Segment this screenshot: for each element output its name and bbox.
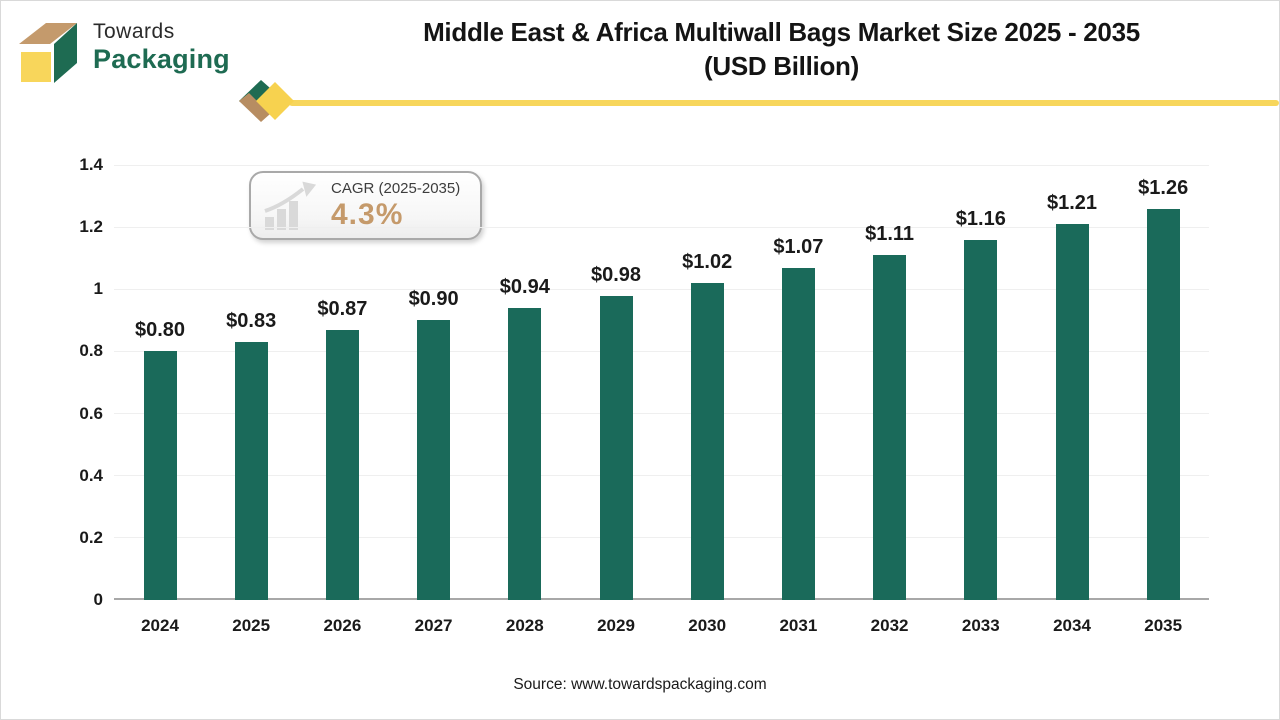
bar-value-label: $0.90 [408, 288, 459, 311]
x-axis-tick-label: 2024 [141, 616, 179, 635]
bar-2033 [964, 239, 998, 600]
brand-logo: Towards Packaging [13, 11, 230, 83]
bar-value-label: $1.21 [1046, 192, 1098, 215]
bar-2027 [417, 320, 451, 600]
gridline [114, 537, 1209, 539]
bar-value-label: $0.98 [590, 263, 642, 286]
cagr-text: CAGR (2025-2035) 4.3% [331, 181, 460, 230]
x-axis-tick-label: 2030 [688, 616, 727, 635]
y-axis-tick-label: 0.4 [79, 465, 103, 485]
cagr-value: 4.3% [331, 198, 404, 231]
bar-2035 [1146, 208, 1180, 600]
bar-2030 [690, 283, 724, 600]
bar-value-label: $1.02 [682, 251, 733, 274]
bar-value-label: $0.87 [317, 297, 368, 320]
x-axis-tick-label: 2035 [1144, 616, 1183, 635]
x-axis-tick-label: 2025 [232, 616, 271, 635]
y-axis-tick-label: 1.2 [79, 217, 103, 237]
y-axis-tick-label: 0.8 [79, 341, 103, 361]
y-axis-tick-label: 0.6 [79, 403, 103, 423]
bar-value-label: $0.83 [226, 310, 277, 333]
cagr-label: CAGR (2025-2035) [331, 180, 461, 197]
bar-value-label: $1.16 [955, 207, 1006, 230]
y-axis-tick-label: 1 [93, 279, 103, 299]
chart-title: Middle East & Africa Multiwall Bags Mark… [296, 15, 1267, 83]
x-axis-tick-label: 2029 [597, 616, 635, 635]
bar-value-label: $0.80 [134, 319, 186, 342]
growth-chart-icon [264, 181, 317, 230]
logo-text: Towards Packaging [93, 11, 230, 73]
cagr-badge: CAGR (2025-2035) 4.3% [249, 171, 482, 240]
gridline [114, 413, 1209, 415]
bar-value-label: $0.94 [499, 275, 550, 298]
bar-2034 [1055, 224, 1089, 600]
bar-2024 [143, 351, 177, 600]
x-axis-tick-label: 2031 [779, 616, 818, 635]
gridline [114, 288, 1209, 290]
bar-2025 [234, 342, 268, 600]
bar-2031 [781, 267, 815, 600]
gridline [114, 164, 1209, 166]
logo-line-towards: Towards [93, 20, 175, 43]
chart-title-line1: Middle East & Africa Multiwall Bags Mark… [423, 17, 1140, 47]
x-axis-line [114, 598, 1209, 600]
x-axis-tick-label: 2032 [870, 616, 909, 635]
bar-2028 [508, 307, 542, 600]
bar-value-label: $1.11 [865, 223, 915, 246]
y-axis-tick-label: 1.4 [79, 155, 103, 174]
gridline [114, 350, 1209, 352]
title-underline-rule [289, 100, 1279, 106]
bar-2026 [325, 329, 359, 600]
bar-value-label: $1.26 [1138, 176, 1189, 199]
chart-title-line2: (USD Billion) [704, 51, 859, 81]
x-axis-tick-label: 2026 [323, 616, 362, 635]
logo-cube-icon [19, 23, 77, 83]
bar-2032 [873, 255, 907, 600]
bar-2029 [599, 295, 633, 600]
source-attribution: Source: www.towardspackaging.com [513, 676, 767, 693]
bar-value-label: $1.07 [773, 235, 824, 258]
x-axis-tick-label: 2027 [414, 616, 453, 635]
x-axis-tick-label: 2033 [961, 616, 1000, 635]
y-axis-tick-label: 0.2 [79, 527, 103, 547]
ribbon-diamond-icon [239, 80, 294, 122]
x-axis-tick-label: 2028 [505, 616, 544, 635]
x-axis-tick-label: 2034 [1053, 616, 1091, 635]
logo-line-packaging: Packaging [93, 44, 230, 74]
gridline [114, 226, 1209, 228]
gridline [114, 475, 1209, 477]
y-axis-tick-label: 0 [93, 590, 103, 609]
